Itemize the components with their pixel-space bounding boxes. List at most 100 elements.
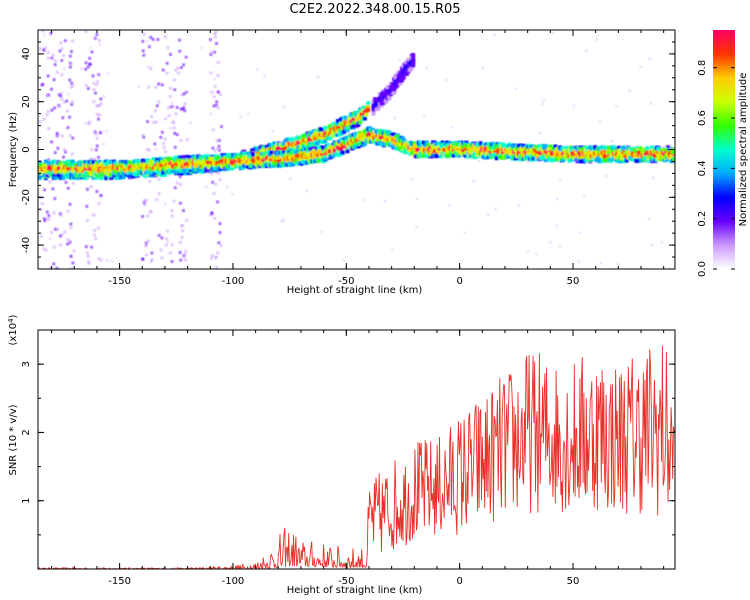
noise-cell <box>211 180 215 184</box>
noise-cell <box>99 258 103 262</box>
noise-cell <box>210 211 214 215</box>
trace-cell <box>670 154 675 159</box>
noise-cell <box>145 120 149 124</box>
trace-cell <box>128 160 133 165</box>
noise-cell <box>209 53 213 57</box>
trace-cell <box>340 150 345 155</box>
trace-cell <box>493 150 498 155</box>
noise-cell <box>46 109 50 113</box>
noise-cell <box>97 38 101 42</box>
noise-cell <box>154 85 158 89</box>
noise-cell <box>214 30 218 34</box>
trace-cell <box>548 144 553 149</box>
noise-cell <box>150 258 154 262</box>
trace-cell <box>320 127 325 132</box>
trace-cell <box>379 103 384 108</box>
noise-cell <box>52 245 56 249</box>
noise-cell <box>209 112 212 116</box>
noise-cell <box>168 126 172 130</box>
trace-cell <box>142 162 147 167</box>
noise-cell <box>174 68 178 72</box>
trace-cell <box>174 155 179 160</box>
noise-cell <box>41 30 45 33</box>
noise-cell <box>94 148 98 152</box>
page-title: C2E2.2022.348.00.15.R05 <box>289 2 461 17</box>
trace-cell <box>327 124 332 129</box>
noise-cell <box>87 261 91 265</box>
noise-cell <box>559 178 562 181</box>
trace-cell <box>304 137 309 142</box>
spectrogram-cells <box>38 30 675 269</box>
noise-cell <box>63 230 67 234</box>
trace-cell <box>424 154 429 159</box>
trace-cell <box>342 129 347 134</box>
trace-cell <box>553 144 558 149</box>
trace-cell <box>459 151 464 156</box>
trace-cell <box>664 154 669 159</box>
trace-cell <box>591 148 596 153</box>
noise-cell <box>214 265 218 268</box>
trace-cell <box>364 112 369 117</box>
trace-cell <box>426 143 431 148</box>
noise-cell <box>95 112 99 116</box>
trace-cell <box>384 87 389 92</box>
noise-cell <box>159 135 163 139</box>
noise-cell <box>48 218 51 221</box>
noise-cell <box>598 120 601 124</box>
trace-cell <box>635 158 640 163</box>
noise-cell <box>48 180 52 184</box>
noise-cell <box>146 214 150 218</box>
noise-cell <box>93 36 97 40</box>
noise-cell <box>60 134 64 138</box>
noise-cell <box>183 102 187 106</box>
noise-cell <box>548 240 552 244</box>
noise-cell <box>200 46 203 49</box>
noise-cell <box>185 219 189 223</box>
noise-cell <box>514 87 517 91</box>
noise-cell <box>541 102 545 105</box>
trace-cell <box>337 152 342 157</box>
noise-cell <box>51 53 55 57</box>
noise-cell <box>44 248 48 252</box>
trace-cell <box>624 158 629 163</box>
noise-cell <box>85 204 89 208</box>
noise-cell <box>56 146 60 150</box>
noise-cell <box>183 253 187 257</box>
trace-cell <box>411 55 416 60</box>
noise-cell <box>271 130 274 133</box>
trace-cell <box>429 150 434 155</box>
trace-cell <box>612 145 617 150</box>
noise-cell <box>181 209 185 213</box>
noise-cell <box>178 201 182 205</box>
noise-cell <box>91 74 95 78</box>
noise-cell <box>164 243 168 247</box>
trace-cell <box>393 75 398 80</box>
trace-cell <box>645 146 650 151</box>
trace-cell <box>143 167 148 172</box>
trace-cell <box>409 66 414 71</box>
trace-cell <box>586 149 591 154</box>
noise-cell <box>68 239 72 243</box>
noise-cell <box>216 200 220 204</box>
noise-cell <box>147 45 151 49</box>
trace-cell <box>251 152 256 157</box>
trace-cell <box>570 147 575 152</box>
trace-cell <box>286 159 291 164</box>
noise-cell <box>481 67 484 70</box>
noise-cell <box>218 231 222 235</box>
top-xtick-label: -150 <box>108 276 131 287</box>
trace-cell <box>220 164 225 169</box>
trace-cell <box>99 176 104 181</box>
trace-cell <box>316 145 321 150</box>
noise-cell <box>215 266 219 269</box>
noise-cell <box>172 126 176 130</box>
trace-cell <box>313 131 318 136</box>
noise-cell <box>165 237 169 241</box>
noise-cell <box>614 105 618 108</box>
noise-cell <box>97 257 101 261</box>
noise-cell <box>169 52 173 56</box>
trace-cell <box>126 173 131 178</box>
noise-cell <box>239 115 242 119</box>
noise-cell <box>53 59 57 63</box>
noise-cell <box>97 73 101 77</box>
